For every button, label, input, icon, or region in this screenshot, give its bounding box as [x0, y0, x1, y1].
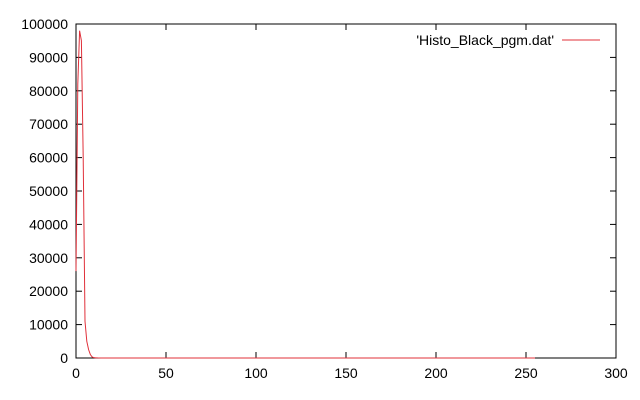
x-tick-label: 0	[72, 365, 80, 381]
y-tick-label: 80000	[29, 83, 68, 99]
series-group	[75, 30, 535, 359]
y-tick-label: 10000	[29, 317, 68, 333]
y-tick-label: 0	[60, 350, 68, 366]
x-tick-label: 300	[604, 365, 628, 381]
x-tick-label: 250	[514, 365, 538, 381]
series-line	[75, 30, 535, 359]
axis-ticks	[75, 23, 617, 359]
legend: 'Histo_Black_pgm.dat'	[416, 32, 600, 48]
y-tick-label: 50000	[29, 183, 68, 199]
x-tick-label: 50	[158, 365, 174, 381]
y-tick-label: 90000	[29, 49, 68, 65]
y-tick-label: 40000	[29, 216, 68, 232]
x-tick-label: 200	[424, 365, 448, 381]
x-tick-label: 100	[244, 365, 268, 381]
y-tick-label: 60000	[29, 150, 68, 166]
axis-tick-labels: 0 50 100 150 200 250 300 0 10000 20000 30000 40000 5…	[21, 16, 628, 381]
x-tick-label: 150	[334, 365, 358, 381]
legend-label: 'Histo_Black_pgm.dat'	[416, 32, 554, 48]
y-tick-label: 30000	[29, 250, 68, 266]
y-tick-label: 100000	[21, 16, 68, 32]
y-tick-label: 70000	[29, 116, 68, 132]
y-tick-label: 20000	[29, 283, 68, 299]
plot-frame	[75, 23, 617, 359]
